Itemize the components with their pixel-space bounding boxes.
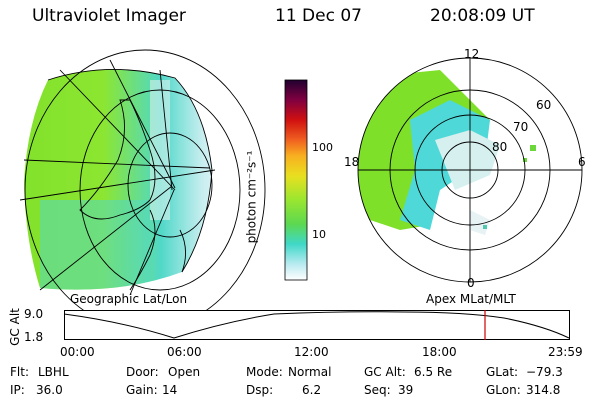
glon-label: GLon: xyxy=(486,383,521,397)
mlat-label-60: 60 xyxy=(536,98,552,112)
mlt-label-18: 18 xyxy=(344,155,360,169)
flt-value: LBHL xyxy=(38,365,69,379)
ip-label: IP: xyxy=(10,383,25,397)
altitude-xtick-1200: 12:00 xyxy=(294,345,329,359)
gcalt-label: GC Alt: xyxy=(364,365,406,379)
door-value: Open xyxy=(168,365,201,379)
altitude-strip-chart xyxy=(63,310,570,340)
altitude-xtick-0000: 00:00 xyxy=(60,345,95,359)
gcalt-value: 6.5 Re xyxy=(414,365,453,379)
mode-value: Normal xyxy=(288,365,332,379)
altitude-xtick-0600: 06:00 xyxy=(167,345,202,359)
seq-value: 39 xyxy=(398,383,414,397)
ip-value: 36.0 xyxy=(36,383,63,397)
altitude-xtick-2359: 23:59 xyxy=(548,345,583,359)
mlt-label-6: 6 xyxy=(578,155,586,169)
mlat-label-80: 80 xyxy=(492,140,508,154)
door-label: Door: xyxy=(126,365,159,379)
mlt-label-0: 0 xyxy=(467,276,475,290)
mlat-label-70: 70 xyxy=(513,120,529,134)
glat-label: GLat: xyxy=(486,365,519,379)
instrument-title: Ultraviolet Imager xyxy=(32,6,186,26)
glon-value: 314.8 xyxy=(526,383,561,397)
polar-caption: Apex MLat/MLT xyxy=(426,292,516,306)
dsp-value: 6.2 xyxy=(302,383,322,397)
colorbar-unit-label: photon cm⁻²s⁻¹ xyxy=(244,150,259,244)
altitude-xtick-1800: 18:00 xyxy=(422,345,457,359)
gain-value: 14 xyxy=(162,383,178,397)
geographic-image xyxy=(19,49,266,331)
altitude-ylabel: GC Alt xyxy=(7,308,22,346)
time-label: 20:08:09 UT xyxy=(430,6,535,26)
dsp-label: Dsp: xyxy=(246,383,274,397)
mode-label: Mode: xyxy=(246,365,283,379)
glat-value: −79.3 xyxy=(526,365,563,379)
color-scale-bar xyxy=(284,79,308,281)
mlt-label-12: 12 xyxy=(464,47,480,61)
colorbar-tick-10: 10 xyxy=(312,228,326,241)
altitude-tick-1-8: 1.8 xyxy=(24,330,44,344)
flt-label: Flt: xyxy=(10,365,29,379)
colorbar-tick-100: 100 xyxy=(312,141,333,154)
altitude-tick-9: 9.0 xyxy=(24,307,44,321)
gain-label: Gain: xyxy=(126,383,158,397)
polar-mlat-mlt-plot xyxy=(357,57,583,283)
seq-label: Seq: xyxy=(364,383,391,397)
date-label: 11 Dec 07 xyxy=(275,6,362,26)
geo-caption: Geographic Lat/Lon xyxy=(70,292,188,306)
